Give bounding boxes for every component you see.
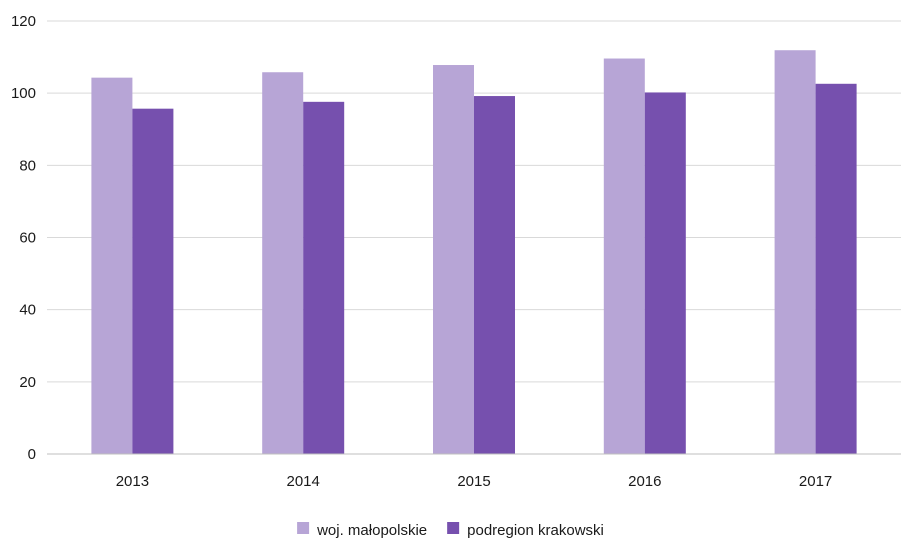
y-tick-label: 100	[11, 85, 36, 102]
legend-label: podregion krakowski	[467, 522, 604, 538]
x-tick-label: 2014	[287, 473, 320, 490]
legend: woj. małopolskie podregion krakowski	[297, 522, 604, 538]
y-tick-label: 80	[19, 157, 36, 174]
y-axis-tick-labels: 0 20 40 60 80 100 120	[11, 13, 36, 463]
legend-label: woj. małopolskie	[316, 522, 427, 538]
bar-2013-series-1	[91, 77, 133, 455]
bar-2015-series-2	[474, 96, 515, 454]
x-tick-label: 2013	[116, 473, 149, 490]
legend-swatch	[447, 522, 460, 534]
y-tick-label: 120	[11, 13, 36, 30]
bar-2017-series-1	[774, 50, 816, 454]
y-tick-label: 60	[19, 230, 36, 247]
bar-2014-series-1	[262, 72, 304, 454]
bar-2017-series-2	[815, 83, 857, 454]
bar-2013-series-2	[132, 108, 174, 455]
bar-2015-series-1	[433, 65, 474, 454]
x-axis-tick-labels: 2013 2014 2015 2016 2017	[116, 473, 833, 490]
y-tick-label: 40	[19, 302, 36, 319]
bar-2014-series-2	[303, 101, 345, 455]
y-tick-label: 20	[19, 374, 36, 391]
bar-2016-series-1	[603, 58, 645, 454]
bars	[91, 50, 857, 455]
bar-2016-series-2	[644, 92, 686, 454]
x-tick-label: 2015	[457, 473, 490, 490]
y-tick-label: 0	[28, 446, 36, 463]
legend-swatch	[297, 522, 310, 534]
x-tick-label: 2016	[628, 473, 661, 490]
x-tick-label: 2017	[799, 473, 832, 490]
